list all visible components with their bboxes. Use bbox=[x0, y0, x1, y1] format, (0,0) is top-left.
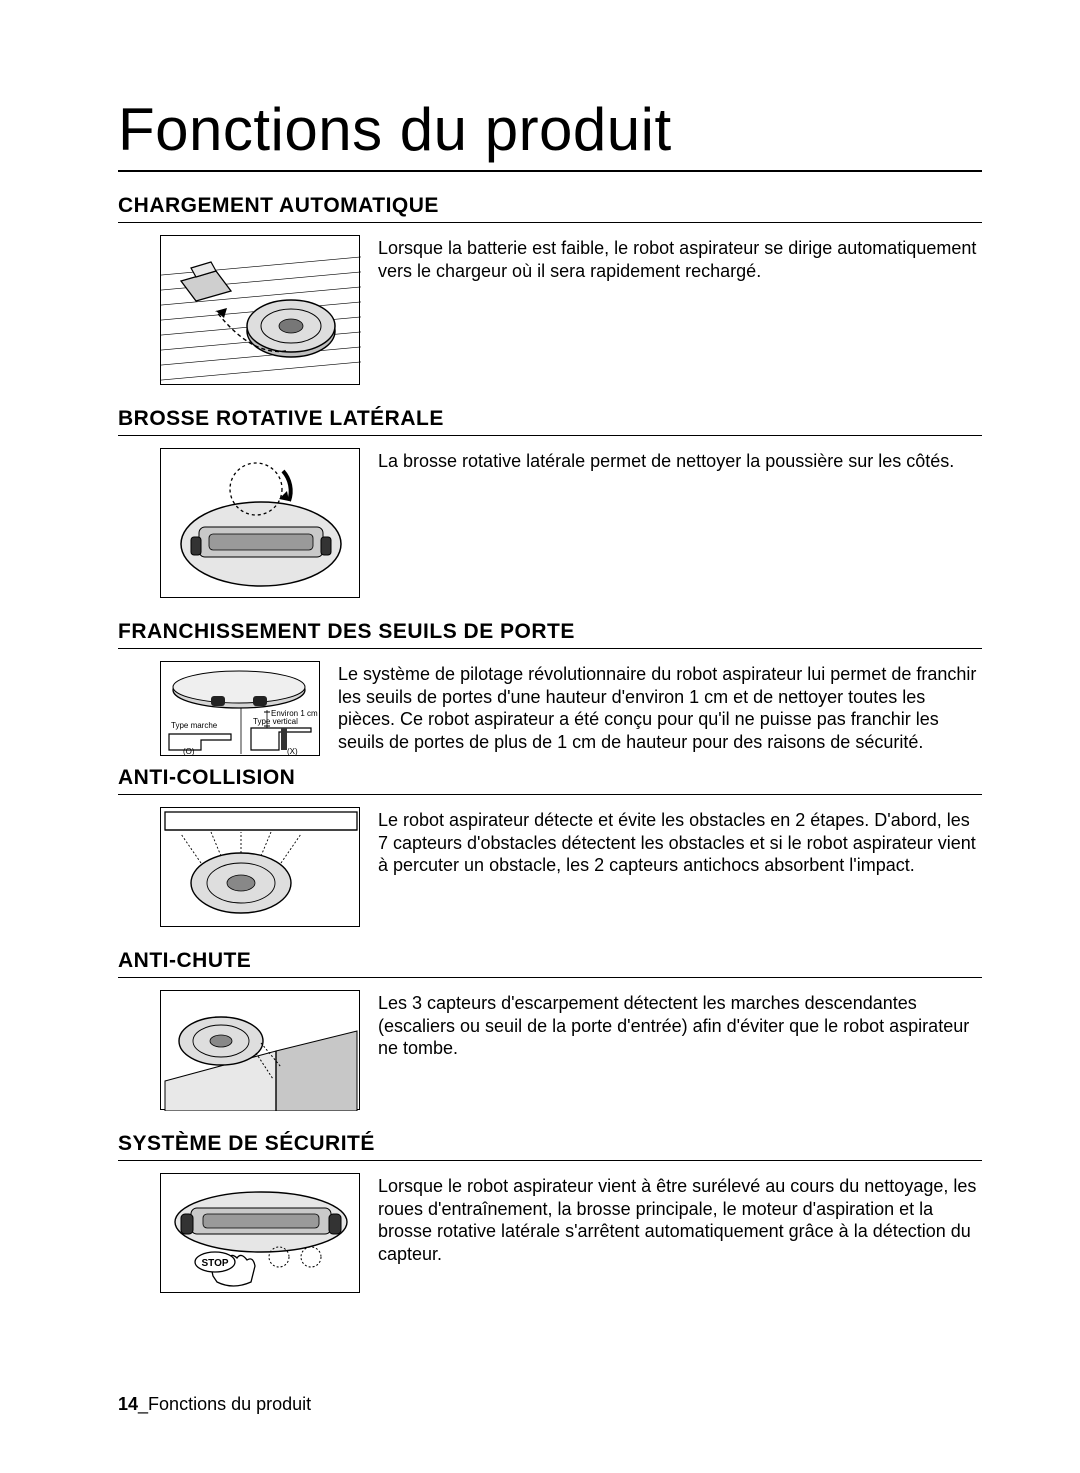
illus-stop-label: STOP bbox=[201, 1258, 228, 1269]
section-body-seuils: Environ 1 cm Type marche Type vertical (… bbox=[118, 661, 982, 756]
illus-seuils: Environ 1 cm Type marche Type vertical (… bbox=[160, 661, 320, 756]
section-heading-chute: ANTI-CHUTE bbox=[118, 949, 982, 978]
illus-chute bbox=[160, 990, 360, 1110]
section-heading-chargement: CHARGEMENT AUTOMATIQUE bbox=[118, 194, 982, 223]
section-text-collision: Le robot aspirateur détecte et évite les… bbox=[378, 807, 982, 877]
section-body-chute: Les 3 capteurs d'escarpement détectent l… bbox=[118, 990, 982, 1110]
section-body-brosse: La brosse rotative latérale permet de ne… bbox=[118, 448, 982, 598]
illus-label-x: (X) bbox=[287, 747, 298, 756]
illus-securite: STOP bbox=[160, 1173, 360, 1293]
footer-page-number: 14 bbox=[118, 1394, 138, 1414]
section-text-brosse: La brosse rotative latérale permet de ne… bbox=[378, 448, 982, 473]
section-text-securite: Lorsque le robot aspirateur vient à être… bbox=[378, 1173, 982, 1265]
page-title: Fonctions du produit bbox=[118, 95, 982, 172]
section-heading-securite: SYSTÈME DE SÉCURITÉ bbox=[118, 1132, 982, 1161]
section-heading-seuils: FRANCHISSEMENT DES SEUILS DE PORTE bbox=[118, 620, 982, 649]
footer-label: Fonctions du produit bbox=[148, 1394, 311, 1414]
section-text-chute: Les 3 capteurs d'escarpement détectent l… bbox=[378, 990, 982, 1060]
section-text-chargement: Lorsque la batterie est faible, le robot… bbox=[378, 235, 982, 282]
section-heading-collision: ANTI-COLLISION bbox=[118, 766, 982, 795]
page-footer: 14_Fonctions du produit bbox=[118, 1394, 311, 1415]
section-body-chargement: Lorsque la batterie est faible, le robot… bbox=[118, 235, 982, 385]
illus-chargement bbox=[160, 235, 360, 385]
footer-separator: _ bbox=[138, 1394, 148, 1414]
illus-collision bbox=[160, 807, 360, 927]
section-heading-brosse: BROSSE ROTATIVE LATÉRALE bbox=[118, 407, 982, 436]
illus-label-o: (O) bbox=[183, 747, 195, 756]
section-body-securite: STOP Lorsque le robot aspirateur vient à… bbox=[118, 1173, 982, 1293]
section-text-seuils: Le système de pilotage révolutionnaire d… bbox=[338, 661, 982, 753]
illus-brosse bbox=[160, 448, 360, 598]
illus-label-left: Type marche bbox=[171, 721, 218, 730]
illus-label-right: Type vertical bbox=[253, 717, 298, 726]
section-body-collision: Le robot aspirateur détecte et évite les… bbox=[118, 807, 982, 927]
